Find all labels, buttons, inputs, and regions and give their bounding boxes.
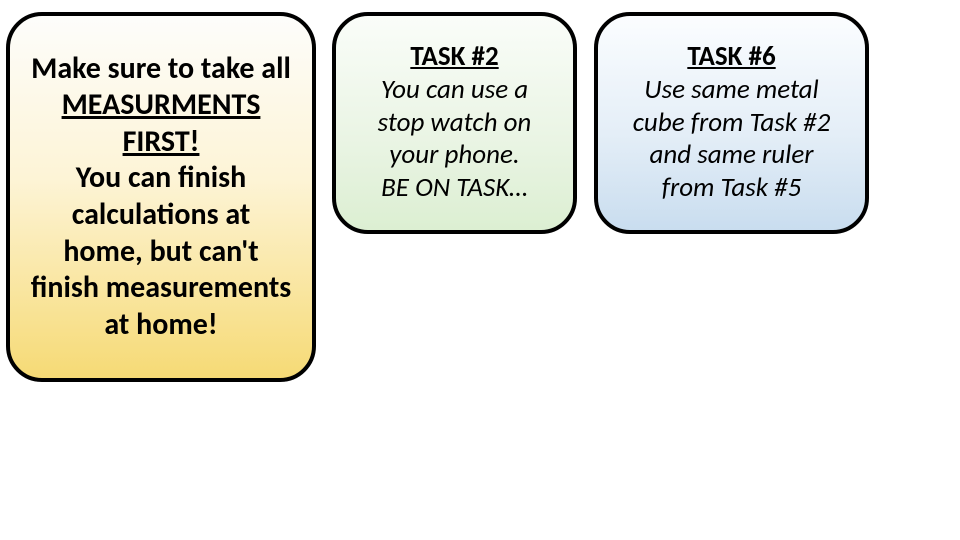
card-task-2: TASK #2 You can use a stop watch on your… bbox=[332, 12, 577, 234]
card-measurements: Make sure to take all MEASURMENTS FIRST!… bbox=[6, 12, 316, 382]
task6-body-1: Use same metal bbox=[644, 74, 818, 107]
yellow-line-1: Make sure to take all bbox=[31, 51, 291, 88]
task2-body-4: BE ON TASK… bbox=[381, 172, 528, 205]
task2-body-1: You can use a bbox=[381, 74, 528, 107]
yellow-line-8: at home! bbox=[104, 307, 217, 344]
yellow-line-4: You can finish bbox=[76, 160, 246, 197]
task6-body-2: cube from Task #2 bbox=[633, 107, 831, 140]
yellow-line-6: home, but can't bbox=[63, 234, 258, 271]
task2-body-2: stop watch on bbox=[378, 107, 532, 140]
slide-stage: Make sure to take all MEASURMENTS FIRST!… bbox=[0, 0, 960, 540]
yellow-line-5: calculations at bbox=[72, 197, 251, 234]
task2-title: TASK #2 bbox=[410, 41, 498, 74]
yellow-line-7: finish measurements bbox=[31, 270, 291, 307]
task6-title: TASK #6 bbox=[687, 41, 775, 74]
task2-body-3: your phone. bbox=[389, 139, 519, 172]
yellow-line-3: FIRST! bbox=[123, 124, 200, 161]
card-task-6: TASK #6 Use same metal cube from Task #2… bbox=[594, 12, 869, 234]
yellow-line-2: MEASURMENTS bbox=[62, 87, 261, 124]
task6-body-4: from Task #5 bbox=[662, 172, 802, 205]
task6-body-3: and same ruler bbox=[650, 139, 814, 172]
